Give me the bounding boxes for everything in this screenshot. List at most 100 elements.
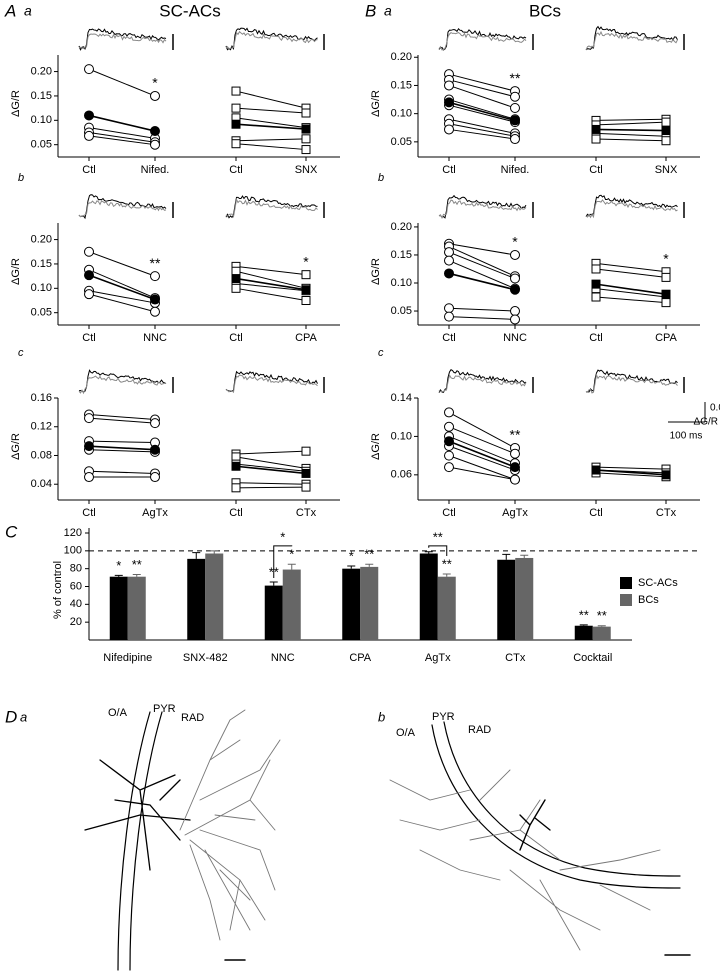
cell-line xyxy=(448,73,516,92)
mean-point xyxy=(510,284,520,295)
cell-point xyxy=(444,311,454,322)
cell-point xyxy=(84,130,94,141)
mean-point xyxy=(591,279,601,289)
layer-boundary xyxy=(431,724,681,889)
bar xyxy=(515,557,534,640)
x-tick-label: NNC xyxy=(503,332,527,344)
cell-point xyxy=(444,421,454,432)
cell-point xyxy=(301,482,311,492)
x-tick-label: CTx xyxy=(296,507,317,519)
significance: * xyxy=(289,547,294,562)
mean-point xyxy=(150,294,160,305)
cell-point xyxy=(510,306,520,317)
y-tick-label: 0.10 xyxy=(391,430,412,442)
cell-point xyxy=(661,298,671,308)
legend-label: BCs xyxy=(638,594,659,606)
cell-point xyxy=(661,272,671,282)
morphology-drawings xyxy=(84,709,691,971)
cell-line xyxy=(235,265,307,276)
layer-label: PYR xyxy=(153,703,176,715)
error-bar xyxy=(442,573,451,577)
cell-line xyxy=(448,84,516,109)
trace xyxy=(438,369,527,393)
mean-line xyxy=(88,445,156,451)
x-tick-label: Ctl xyxy=(589,164,602,176)
bracket-label: * xyxy=(280,529,285,544)
y-tick-label: 0.05 xyxy=(391,136,412,148)
cell-line xyxy=(88,414,156,421)
y-tick-label: 0.15 xyxy=(391,249,412,261)
cell-point xyxy=(444,255,454,266)
mean-point xyxy=(150,126,160,137)
panel-title: BCs xyxy=(529,1,561,20)
row-label: b xyxy=(378,172,384,184)
cell-point xyxy=(444,450,454,461)
y-tick-label: 0.10 xyxy=(391,108,412,120)
y-tick-label: 0.15 xyxy=(31,90,52,102)
cell-point xyxy=(84,289,94,300)
cell-point xyxy=(301,296,311,306)
y-axis-label: ΔG/R xyxy=(370,433,382,460)
legend-swatch xyxy=(620,577,632,589)
y-tick-label: 0.05 xyxy=(31,307,52,319)
dendrite xyxy=(389,769,661,951)
cell-line xyxy=(88,68,156,97)
cell-line xyxy=(235,117,307,129)
cell-point xyxy=(661,136,671,146)
mean-point xyxy=(510,462,520,473)
cell-point xyxy=(231,103,241,113)
panel-title: SC-ACs xyxy=(159,1,220,20)
y-tick-label: 40 xyxy=(70,598,82,610)
layer-boundary xyxy=(117,711,151,971)
cell-line xyxy=(448,445,516,471)
cell-point xyxy=(231,283,241,293)
mean-line xyxy=(595,469,667,476)
trace xyxy=(225,197,318,219)
mean-point xyxy=(231,461,241,471)
trace xyxy=(585,373,678,394)
cell-point xyxy=(231,266,241,276)
layer-label: PYR xyxy=(432,711,455,723)
cell-line xyxy=(235,450,307,455)
cell-line xyxy=(595,472,667,478)
cell-line xyxy=(448,455,516,481)
error-bar xyxy=(347,565,356,569)
bar xyxy=(437,576,456,640)
cell-line xyxy=(235,270,307,289)
y-tick-label: 0.20 xyxy=(391,51,412,63)
significance: ** xyxy=(442,556,452,571)
cell-point xyxy=(510,249,520,260)
mean-point xyxy=(444,268,454,279)
cell-point xyxy=(84,472,94,483)
x-tick-label: CPA xyxy=(655,332,677,344)
significance: ** xyxy=(510,427,521,443)
trace xyxy=(438,31,527,51)
cell-line xyxy=(448,411,516,449)
mean-point xyxy=(301,468,311,478)
cell-line xyxy=(448,260,516,290)
cell-line xyxy=(448,466,516,481)
cell-point xyxy=(591,264,601,274)
bar xyxy=(127,576,146,640)
cell-point xyxy=(661,117,671,127)
cell-line xyxy=(235,143,307,151)
y-tick-label: 60 xyxy=(70,580,82,592)
mean-point xyxy=(84,110,94,121)
x-tick-label: CPA xyxy=(295,332,317,344)
y-tick-label: 80 xyxy=(70,563,82,575)
cell-line xyxy=(448,316,516,320)
y-tick-label: 0.10 xyxy=(391,277,412,289)
cell-line xyxy=(88,449,156,453)
trace xyxy=(585,199,678,219)
calibration-amplitude: 0.04 xyxy=(710,403,720,414)
cell-point xyxy=(444,247,454,258)
y-tick-label: 0.06 xyxy=(391,469,412,481)
cell-point xyxy=(150,418,160,429)
mean-point xyxy=(661,126,671,136)
y-axis-label: ΔG/R xyxy=(10,90,22,117)
trace xyxy=(78,369,167,393)
cell-line xyxy=(88,293,156,313)
cell-line xyxy=(88,269,156,299)
cell-point xyxy=(84,246,94,257)
trace xyxy=(78,194,167,220)
